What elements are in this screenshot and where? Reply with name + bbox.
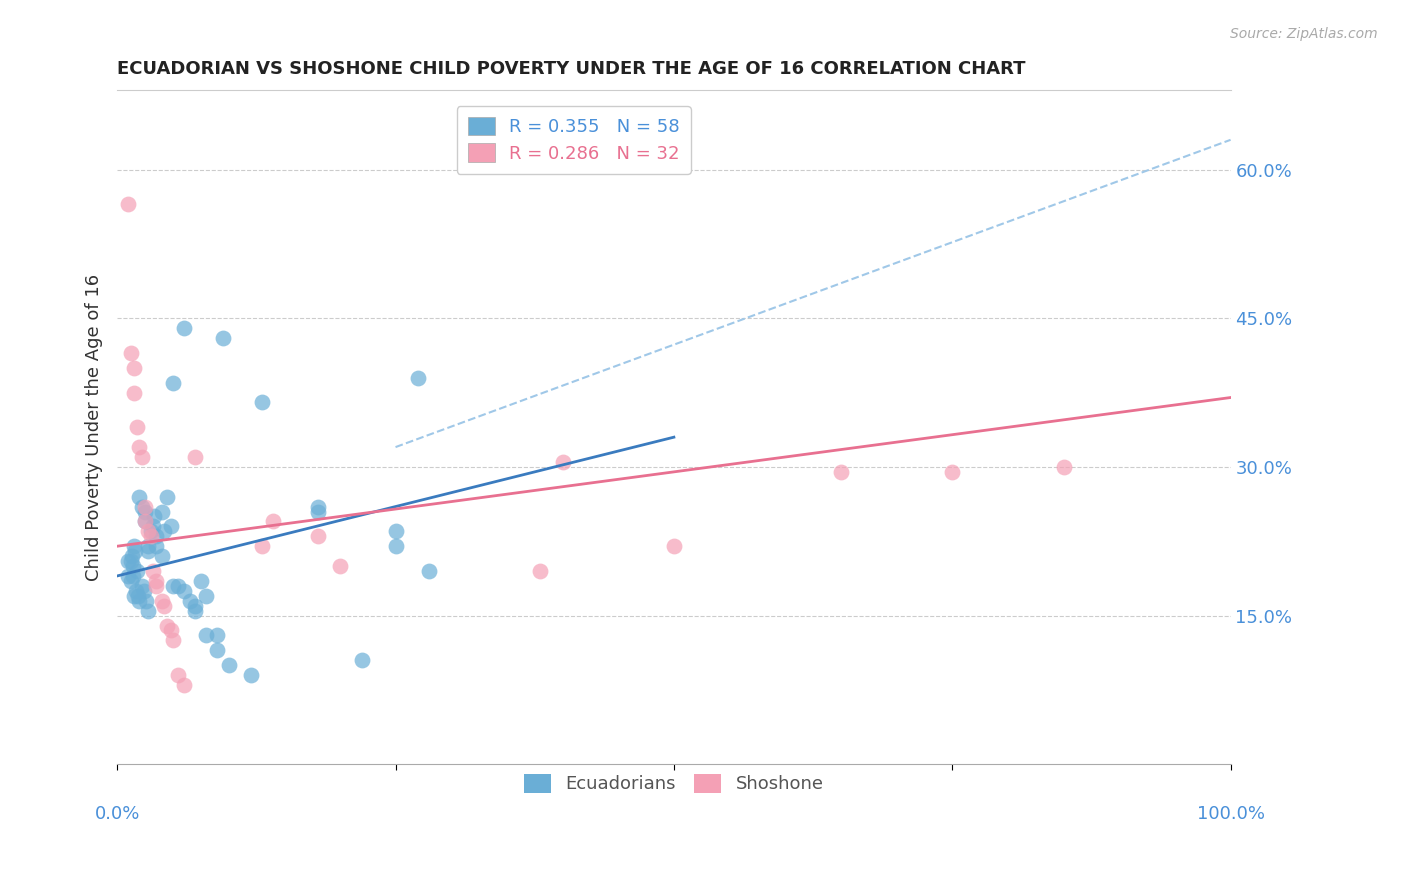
- Point: [207, 628, 229, 642]
- Point: [134, 500, 156, 514]
- Point: [830, 465, 852, 479]
- Point: [1052, 459, 1074, 474]
- Point: [145, 539, 167, 553]
- Point: [184, 599, 207, 613]
- Point: [307, 504, 329, 518]
- Point: [122, 589, 145, 603]
- Point: [159, 624, 181, 638]
- Point: [138, 544, 160, 558]
- Point: [941, 465, 963, 479]
- Point: [121, 549, 143, 563]
- Point: [218, 658, 240, 673]
- Point: [184, 604, 207, 618]
- Point: [184, 450, 207, 464]
- Point: [162, 633, 184, 648]
- Point: [142, 564, 165, 578]
- Point: [190, 574, 212, 588]
- Point: [127, 589, 149, 603]
- Point: [134, 515, 156, 529]
- Point: [406, 370, 429, 384]
- Text: Source: ZipAtlas.com: Source: ZipAtlas.com: [1230, 27, 1378, 41]
- Point: [117, 569, 139, 583]
- Point: [117, 197, 139, 211]
- Y-axis label: Child Poverty Under the Age of 16: Child Poverty Under the Age of 16: [86, 274, 103, 581]
- Point: [156, 490, 179, 504]
- Point: [122, 539, 145, 553]
- Text: 0.0%: 0.0%: [94, 805, 139, 822]
- Point: [131, 450, 153, 464]
- Point: [142, 519, 165, 533]
- Point: [122, 385, 145, 400]
- Point: [131, 579, 153, 593]
- Point: [145, 529, 167, 543]
- Text: ECUADORIAN VS SHOSHONE CHILD POVERTY UNDER THE AGE OF 16 CORRELATION CHART: ECUADORIAN VS SHOSHONE CHILD POVERTY UND…: [117, 60, 1026, 78]
- Point: [125, 583, 148, 598]
- Point: [153, 599, 176, 613]
- Point: [128, 593, 150, 607]
- Point: [138, 539, 160, 553]
- Point: [159, 519, 181, 533]
- Point: [128, 490, 150, 504]
- Point: [139, 524, 162, 539]
- Point: [662, 539, 685, 553]
- Point: [195, 589, 218, 603]
- Point: [150, 504, 173, 518]
- Point: [529, 564, 551, 578]
- Point: [307, 500, 329, 514]
- Point: [121, 559, 143, 574]
- Point: [120, 554, 142, 568]
- Point: [212, 331, 235, 345]
- Point: [139, 529, 162, 543]
- Point: [138, 524, 160, 539]
- Point: [173, 583, 195, 598]
- Point: [134, 515, 156, 529]
- Point: [167, 668, 190, 682]
- Point: [384, 539, 406, 553]
- Point: [128, 440, 150, 454]
- Point: [134, 504, 156, 518]
- Text: 100.0%: 100.0%: [1197, 805, 1264, 822]
- Point: [173, 678, 195, 692]
- Point: [153, 524, 176, 539]
- Point: [145, 574, 167, 588]
- Point: [132, 583, 155, 598]
- Point: [162, 376, 184, 390]
- Legend: Ecuadorians, Shoshone: Ecuadorians, Shoshone: [515, 765, 832, 803]
- Point: [250, 395, 273, 409]
- Point: [127, 564, 149, 578]
- Point: [145, 579, 167, 593]
- Point: [329, 559, 352, 574]
- Point: [262, 515, 284, 529]
- Point: [162, 579, 184, 593]
- Point: [142, 509, 165, 524]
- Point: [418, 564, 440, 578]
- Point: [120, 346, 142, 360]
- Point: [173, 321, 195, 335]
- Point: [239, 668, 262, 682]
- Point: [127, 420, 149, 434]
- Point: [384, 524, 406, 539]
- Point: [207, 643, 229, 657]
- Point: [167, 579, 190, 593]
- Point: [138, 604, 160, 618]
- Point: [551, 455, 574, 469]
- Point: [120, 574, 142, 588]
- Point: [156, 618, 179, 632]
- Point: [179, 593, 201, 607]
- Point: [124, 544, 146, 558]
- Point: [352, 653, 374, 667]
- Point: [117, 554, 139, 568]
- Point: [135, 593, 157, 607]
- Point: [195, 628, 218, 642]
- Point: [131, 500, 153, 514]
- Point: [307, 529, 329, 543]
- Point: [122, 360, 145, 375]
- Point: [150, 593, 173, 607]
- Point: [150, 549, 173, 563]
- Point: [121, 569, 143, 583]
- Point: [250, 539, 273, 553]
